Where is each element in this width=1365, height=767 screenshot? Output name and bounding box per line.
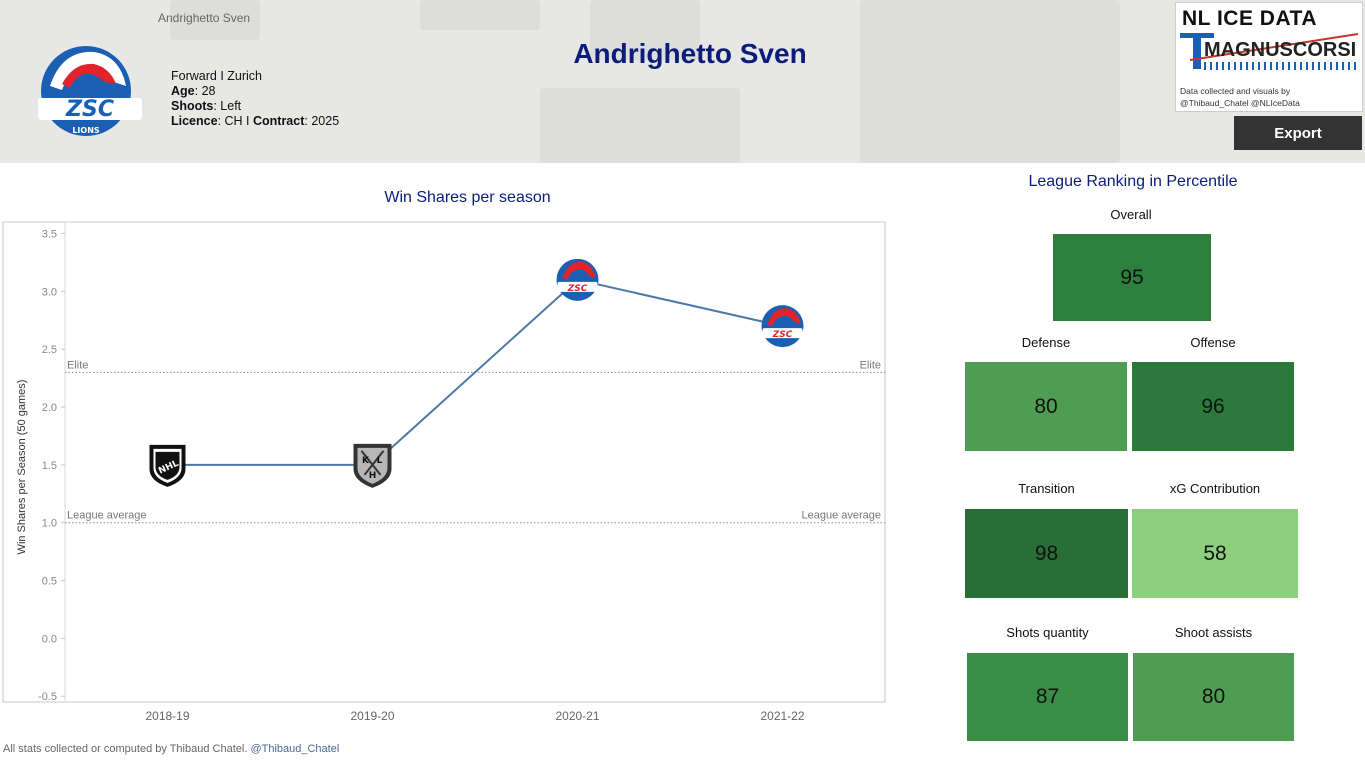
position-team: Forward I Zurich <box>171 69 262 83</box>
y-tick-label: -0.5 <box>38 691 57 703</box>
svg-text:LIONS: LIONS <box>72 126 100 135</box>
chart-title: Win Shares per season <box>384 189 551 206</box>
background-texture <box>860 0 1120 163</box>
breadcrumb: Andrighetto Sven <box>158 11 251 25</box>
y-tick-label: 0.0 <box>42 633 57 645</box>
rank-label-shots-quantity: Shots quantity <box>1006 625 1089 640</box>
header-banner: Andrighetto Sven ZSC LIONS Forward I Zur… <box>0 0 1365 163</box>
rank-cell-shots-quantity: 87 <box>967 653 1128 741</box>
svg-text:H: H <box>369 471 377 481</box>
brand-name: NL ICE DATA <box>1182 7 1317 30</box>
export-button[interactable]: Export <box>1234 116 1362 150</box>
svg-text:ZSC: ZSC <box>567 284 588 294</box>
svg-text:L: L <box>377 456 383 466</box>
player-info: Forward I Zurich Age: 28 Shoots: Left Li… <box>171 69 339 129</box>
licence-row: Licence: CH I Contract: 2025 <box>171 114 339 129</box>
rank-cell-shoot-assists: 80 <box>1133 653 1294 741</box>
reference-label-right: League average <box>801 510 881 522</box>
brand-credit: Data collected and visuals by @Thibaud_C… <box>1180 85 1300 109</box>
chart-frame <box>2 221 886 703</box>
background-texture <box>170 0 260 40</box>
rank-cell-transition: 98 <box>965 509 1128 598</box>
reference-label-left: League average <box>67 510 147 522</box>
y-tick-label: 0.5 <box>42 576 57 588</box>
svg-text:K: K <box>362 456 370 466</box>
rank-label-overall: Overall <box>1110 207 1152 222</box>
svg-text:MAGNUSCORSI: MAGNUSCORSI <box>1204 39 1356 61</box>
age-label: Age <box>171 84 195 98</box>
footer-handle-link[interactable]: @Thibaud_Chatel <box>250 743 340 755</box>
x-tick-label: 2018-19 <box>145 709 189 723</box>
licence-label: Licence <box>171 114 218 128</box>
y-tick-label: 3.0 <box>42 286 57 298</box>
rank-label-defense: Defense <box>1021 335 1071 350</box>
y-tick-label: 1.5 <box>42 460 57 472</box>
brand-credit-line2: @Thibaud_Chatel @NLIceData <box>1180 98 1300 108</box>
brand-banner-icon: MAGNUSCORSI <box>1180 33 1359 70</box>
svg-text:ZSC: ZSC <box>772 330 793 340</box>
rank-cell-defense: 80 <box>965 362 1127 451</box>
zsc-logo-icon: ZSC <box>556 258 599 301</box>
age-row: Age: 28 <box>171 84 339 99</box>
y-tick-label: 2.0 <box>42 402 57 414</box>
rank-cell-offense: 96 <box>1132 362 1294 451</box>
shoots-row: Shoots: Left <box>171 99 339 114</box>
rank-label-transition: Transition <box>1018 481 1075 496</box>
win-shares-chart: -0.5 0.0 0.5 1.0 1.5 2.0 2.5 3.0 3.5 Win Shares p… <box>2 221 886 723</box>
ranking-title: League Ranking in Percentile <box>1028 173 1238 190</box>
khl-logo-icon: K LH <box>353 443 392 488</box>
rank-cell-xg-contribution: 58 <box>1132 509 1298 598</box>
y-axis-title: Win Shares per Season (50 games) <box>16 380 28 555</box>
shoots-value: : Left <box>213 99 242 113</box>
y-tick-label: 3.5 <box>42 229 57 241</box>
reference-label-left: Elite <box>67 359 88 371</box>
background-texture <box>420 0 540 30</box>
background-texture <box>540 88 740 163</box>
nhl-logo-icon: NHL <box>149 444 186 487</box>
rank-label-shoot-assists: Shoot assists <box>1174 625 1253 640</box>
background-texture <box>590 0 700 60</box>
page-title: Andrighetto Sven <box>573 38 807 69</box>
footer-credit: All stats collected or computed by Thiba… <box>3 743 339 755</box>
rank-label-xg-contribution: xG Contribution <box>1169 481 1261 496</box>
age-value: : 28 <box>194 84 216 98</box>
footer-text: All stats collected or computed by Thiba… <box>3 743 251 755</box>
contract-value: : 2025 <box>304 114 340 128</box>
y-tick-label: 1.0 <box>42 518 57 530</box>
rank-cell-overall: 95 <box>1053 234 1211 321</box>
x-tick-label: 2021-22 <box>760 709 804 723</box>
brand-credit-line1: Data collected and visuals by <box>1180 86 1291 96</box>
team-logo: ZSC LIONS <box>34 42 146 140</box>
shoots-label: Shoots <box>171 99 214 113</box>
zsc-logo-icon: ZSC <box>761 305 804 348</box>
contract-label: Contract <box>252 114 305 128</box>
brand-logo: NL ICE DATA MAGNUSCORSI Data collected a… <box>1175 2 1363 112</box>
svg-text:ZSC: ZSC <box>65 97 114 122</box>
x-tick-label: 2019-20 <box>350 709 394 723</box>
reference-label-right: Elite <box>860 359 881 371</box>
y-tick-label: 2.5 <box>42 344 57 356</box>
series-line <box>167 278 783 466</box>
x-tick-label: 2020-21 <box>555 709 599 723</box>
rank-label-offense: Offense <box>1190 335 1236 350</box>
licence-value: : CH I <box>217 114 253 128</box>
